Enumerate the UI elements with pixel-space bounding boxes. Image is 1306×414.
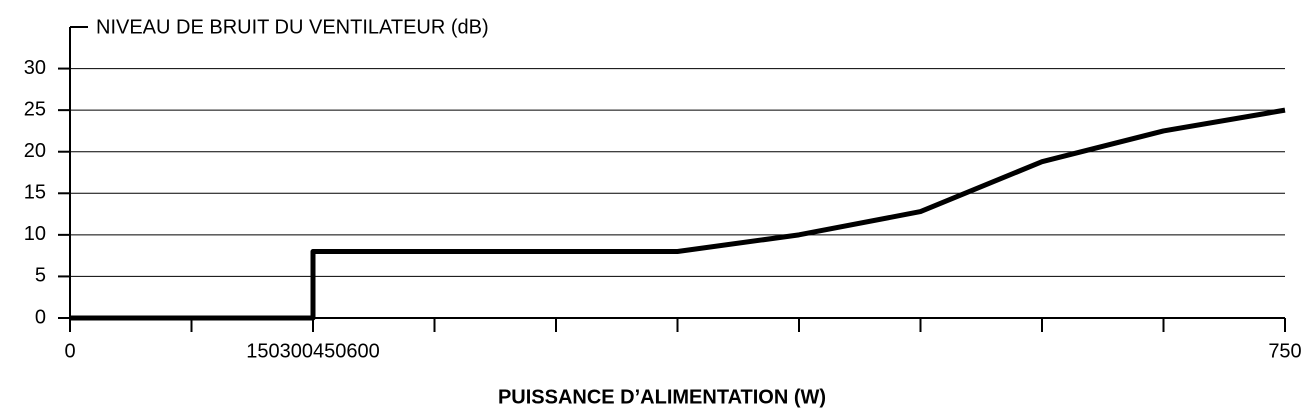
x-tick-label: 750 [1268, 340, 1301, 362]
x-axis-label: PUISSANCE D’ALIMENTATION (W) [498, 386, 826, 408]
y-tick-label: 25 [24, 98, 46, 120]
y-tick-label: 0 [35, 306, 46, 328]
y-tick-label: 10 [24, 223, 46, 245]
y-tick-label: 5 [35, 265, 46, 287]
y-tick-label: 20 [24, 140, 46, 162]
data-line [70, 107, 1286, 321]
y-tick-label: 15 [24, 182, 46, 204]
x-tick-label: 0 [64, 340, 75, 362]
y-tick-label: 30 [24, 57, 46, 79]
chart-title: NIVEAU DE BRUIT DU VENTILATEUR (dB) [96, 16, 489, 38]
x-tick-label: 150300450600 [246, 340, 379, 362]
